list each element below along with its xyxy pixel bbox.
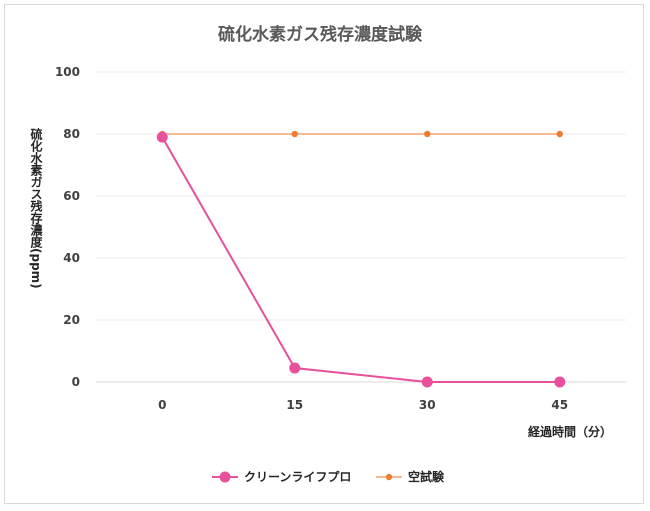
y-tick-label: 40 bbox=[63, 251, 80, 265]
y-tick-label: 20 bbox=[63, 313, 80, 327]
series-line bbox=[161, 136, 560, 383]
y-tick-label: 80 bbox=[63, 127, 80, 141]
legend-marker bbox=[219, 471, 231, 483]
x-tick-label: 45 bbox=[551, 398, 568, 412]
data-point bbox=[291, 130, 298, 138]
legend-marker bbox=[385, 473, 393, 481]
data-point bbox=[424, 130, 431, 138]
data-point bbox=[556, 130, 563, 138]
gridlines bbox=[96, 71, 626, 321]
x-tick-label: 0 bbox=[158, 398, 166, 412]
x-tick-label: 30 bbox=[419, 398, 436, 412]
y-axis-label: 硫化水素ガス残存濃度(ppm) bbox=[29, 127, 43, 289]
chart-title: 硫化水素ガス残存濃度試験 bbox=[218, 24, 423, 45]
legend-item-blank-test: 空試験 bbox=[376, 469, 445, 484]
y-tick-label: 100 bbox=[55, 65, 80, 79]
y-tick-label: 60 bbox=[63, 189, 80, 203]
x-tick-label: 15 bbox=[286, 398, 303, 412]
legend: クリーンライフプロ 空試験 bbox=[212, 469, 445, 484]
y-axis-ticks: 0 20 40 60 80 100 bbox=[55, 65, 80, 389]
chart-frame bbox=[4, 4, 644, 504]
y-tick-label: 0 bbox=[72, 375, 80, 389]
series-clean-life-pro bbox=[156, 131, 566, 388]
data-point bbox=[421, 376, 433, 388]
legend-item-clean-life-pro: クリーンライフプロ bbox=[212, 469, 351, 484]
data-point bbox=[289, 362, 301, 374]
data-point bbox=[554, 376, 566, 388]
legend-label: 空試験 bbox=[408, 469, 445, 484]
series-blank-test bbox=[159, 130, 563, 138]
data-point bbox=[156, 131, 168, 143]
series-layer bbox=[156, 130, 566, 388]
x-axis-label: 経過時間（分） bbox=[528, 424, 612, 439]
legend-label: クリーンライフプロ bbox=[244, 469, 351, 484]
x-axis-ticks: 0 15 30 45 bbox=[158, 398, 568, 412]
